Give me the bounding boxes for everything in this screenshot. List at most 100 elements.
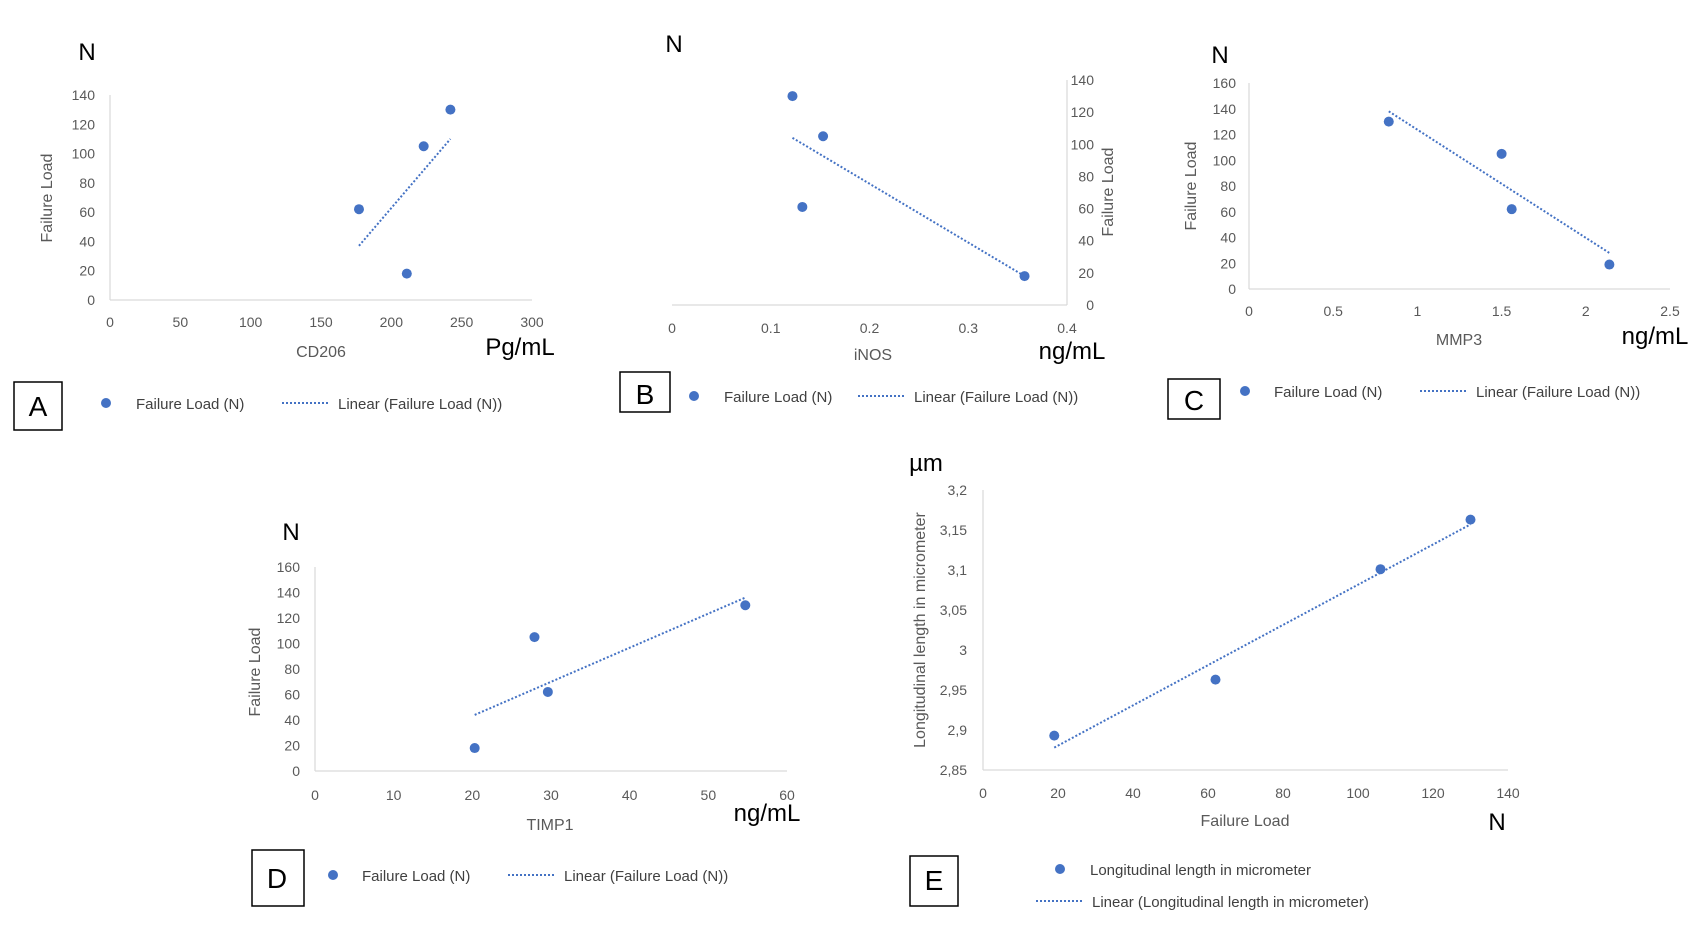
legend-marker-icon (328, 870, 338, 880)
y-tick-label: 100 (1071, 136, 1095, 152)
data-point (818, 131, 829, 142)
panel-letter-box (13, 381, 63, 431)
legend-marker-label: Failure Load (N) (1274, 384, 1382, 401)
y-tick-label: 120 (1071, 104, 1095, 120)
x-axis-title: CD206 (296, 344, 346, 361)
legend-marker-icon (101, 398, 111, 408)
y-tick-label: 20 (1220, 255, 1236, 271)
x-axis-title: MMP3 (1436, 332, 1482, 349)
y-tick-label: 0 (87, 292, 95, 308)
panel-letter-box (909, 855, 959, 907)
y-tick-label: 80 (1078, 168, 1094, 184)
x-tick-label: 30 (543, 787, 559, 803)
trendline (358, 138, 452, 247)
data-point (1383, 116, 1394, 127)
x-tick-label: 10 (386, 787, 402, 803)
y-tick-label: 140 (1071, 72, 1095, 88)
x-tick-label: 1 (1414, 303, 1422, 319)
y-unit-label: N (78, 39, 95, 66)
x-axis-title: TIMP1 (526, 817, 573, 834)
y-tick-label: 100 (72, 146, 96, 162)
data-point (1465, 514, 1476, 525)
y-tick-label: 120 (1213, 127, 1237, 143)
y-tick-label: 40 (1078, 233, 1094, 249)
x-unit-label: ng/mL (1622, 323, 1689, 350)
y-tick-label: 0 (1086, 297, 1094, 313)
x-tick-label: 2 (1582, 303, 1590, 319)
data-point (353, 204, 364, 215)
data-point (1210, 674, 1221, 685)
y-tick-label: 40 (79, 233, 95, 249)
y-unit-label: N (282, 519, 299, 546)
x-tick-label: 0.2 (860, 320, 880, 336)
legend-marker-label: Failure Load (N) (724, 389, 832, 406)
y-tick-label: 60 (1220, 204, 1236, 220)
panel-letter: B (636, 379, 655, 410)
y-tick-label: 80 (284, 661, 300, 677)
x-unit-label: Pg/mL (485, 334, 554, 361)
y-tick-label: 100 (277, 636, 301, 652)
legend-line-label: Linear (Longitudinal length in micromete… (1092, 894, 1369, 911)
legend-marker-label: Longitudinal length in micrometer (1090, 862, 1311, 879)
x-tick-label: 20 (465, 787, 481, 803)
legend-marker-icon (689, 391, 699, 401)
y-tick-label: 60 (1078, 201, 1094, 217)
y-tick-label: 20 (79, 263, 95, 279)
y-tick-label: 160 (277, 559, 301, 575)
data-point (445, 104, 456, 115)
data-point (1604, 259, 1615, 270)
y-tick-label: 40 (284, 712, 300, 728)
y-tick-label: 140 (72, 87, 96, 103)
legend-line-label: Linear (Failure Load (N)) (338, 396, 502, 413)
x-tick-label: 200 (380, 314, 404, 330)
x-tick-label: 300 (520, 314, 544, 330)
y-axis-title: Failure Load (39, 154, 56, 243)
y-axis-title: Failure Load (1183, 142, 1200, 231)
chart-panel-a: 0 50 100 150 200 250 300 0 20 40 60 80 100 120 140 CD20… (13, 39, 555, 431)
y-tick-label: 160 (1213, 75, 1237, 91)
y-axis-title: Longitudinal length in micrometer (912, 511, 929, 747)
y-axis-title: Failure Load (1100, 148, 1117, 237)
data-point (797, 201, 808, 212)
legend-marker-label: Failure Load (N) (362, 868, 470, 885)
x-tick-label: 250 (450, 314, 474, 330)
data-point (418, 141, 429, 152)
x-tick-label: 0.3 (959, 320, 979, 336)
data-point (787, 91, 798, 102)
y-tick-label: 3,1 (948, 562, 968, 578)
data-point (740, 600, 751, 611)
x-tick-label: 40 (622, 787, 638, 803)
x-tick-label: 80 (1275, 785, 1291, 801)
y-tick-label: 2,85 (940, 762, 967, 778)
y-tick-label: 60 (79, 204, 95, 220)
legend-marker-icon (1240, 386, 1250, 396)
y-tick-label: 0 (1228, 281, 1236, 297)
y-unit-label: µm (909, 450, 943, 477)
x-tick-label: 0.4 (1057, 320, 1077, 336)
y-tick-label: 0 (292, 763, 300, 779)
data-point (1496, 148, 1507, 159)
data-point (1506, 204, 1517, 215)
y-unit-label: N (1211, 42, 1228, 69)
x-tick-label: 0 (106, 314, 114, 330)
y-tick-label: 80 (1220, 178, 1236, 194)
x-tick-label: 0 (1245, 303, 1253, 319)
y-tick-label: 3,2 (948, 482, 968, 498)
x-tick-label: 1.5 (1492, 303, 1512, 319)
y-tick-label: 80 (79, 175, 95, 191)
y-tick-label: 3 (959, 642, 967, 658)
y-tick-label: 3,05 (940, 602, 967, 618)
y-tick-label: 140 (277, 585, 301, 601)
x-tick-label: 0.1 (761, 320, 781, 336)
y-tick-label: 2,95 (940, 682, 967, 698)
x-unit-label: N (1488, 809, 1505, 836)
x-unit-label: ng/mL (1039, 338, 1106, 365)
x-tick-label: 0 (979, 785, 987, 801)
data-point (469, 743, 480, 754)
x-tick-label: 120 (1421, 785, 1445, 801)
y-tick-label: 140 (1213, 101, 1237, 117)
legend-line-label: Linear (Failure Load (N)) (1476, 384, 1640, 401)
x-tick-label: 0 (311, 787, 319, 803)
y-tick-label: 40 (1220, 230, 1236, 246)
panel-letter: C (1184, 385, 1204, 416)
